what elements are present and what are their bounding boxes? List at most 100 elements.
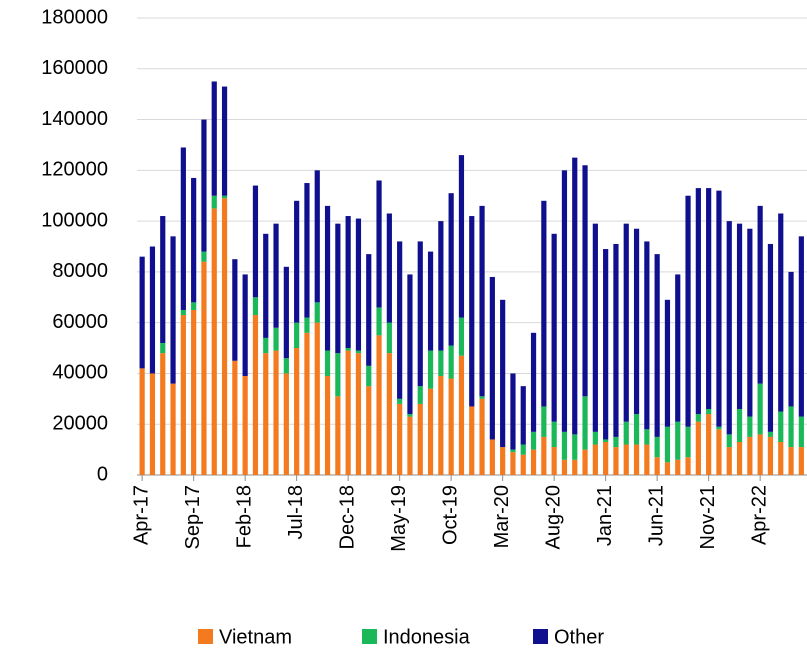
bar-segment: [355, 350, 362, 354]
bar-segment: [561, 170, 568, 432]
bar-segment: [314, 170, 320, 303]
bar-segment: [623, 421, 629, 445]
bar-segment: [603, 249, 609, 440]
bar-segment: [273, 223, 279, 328]
bar-segment: [592, 223, 598, 432]
x-tick-label: Oct-19: [439, 485, 461, 545]
bar-segment: [191, 177, 197, 303]
bar-segment: [283, 358, 289, 374]
bar-segment: [747, 436, 753, 475]
bar-segment: [283, 373, 289, 475]
bar-segment: [160, 353, 166, 475]
bar-segment: [654, 254, 660, 437]
bar-segment: [427, 251, 434, 351]
bar-segment: [366, 365, 372, 387]
bar-segment: [520, 454, 526, 475]
bar-segment: [345, 350, 351, 475]
bar-segment: [324, 205, 331, 351]
bar-segment: [221, 86, 228, 196]
bar-segment: [654, 436, 660, 458]
bar-segment: [747, 228, 753, 417]
bar-segment: [211, 208, 217, 475]
bar-segment: [170, 236, 176, 384]
bar-segment: [644, 429, 650, 445]
bar-segment: [407, 416, 413, 475]
bar-segment: [716, 426, 722, 430]
bar-segment: [160, 342, 166, 354]
bar-segment: [252, 315, 259, 475]
bar-segment: [592, 431, 598, 445]
bar-segment: [664, 299, 671, 427]
bar-segment: [778, 411, 784, 442]
bar-segment: [788, 406, 794, 448]
bar-segment: [510, 452, 516, 475]
bar-segment: [675, 459, 681, 475]
bar-segment: [448, 345, 454, 379]
bar-segment: [500, 299, 506, 448]
bar-segment: [757, 383, 763, 435]
bar-segment: [314, 322, 320, 475]
legend-swatch: [362, 629, 377, 644]
bar-segment: [438, 375, 444, 475]
bar-segment: [201, 251, 207, 262]
bar-segment: [180, 315, 186, 475]
bar-segment: [458, 317, 465, 356]
x-tick-label: Feb-18: [233, 485, 255, 548]
bar-segment: [664, 462, 671, 475]
legend-swatch: [533, 629, 548, 644]
bar-segment: [263, 353, 269, 475]
bar-segment: [263, 337, 269, 354]
bar-segment: [191, 309, 197, 475]
x-tick-label: Aug-20: [542, 485, 564, 550]
bar-segment: [294, 322, 300, 349]
legend-label: Vietnam: [219, 626, 292, 648]
bar-segment: [191, 302, 197, 310]
y-tick-label: 40000: [52, 362, 108, 384]
bar-segment: [232, 360, 238, 475]
x-tick-label: Nov-21: [697, 485, 719, 549]
bar-segment: [644, 444, 650, 475]
bar-segment: [376, 307, 382, 336]
bar-segment: [561, 459, 568, 475]
bar-segment: [366, 386, 372, 475]
bar-segment: [747, 416, 753, 437]
bar-segment: [263, 233, 269, 338]
bar-segment: [675, 274, 681, 422]
bar-segment: [633, 444, 640, 475]
bar-segment: [530, 332, 537, 432]
bar-segment: [149, 246, 156, 374]
bar-segment: [386, 353, 392, 475]
bar-segment: [664, 426, 671, 463]
y-tick-label: 0: [97, 463, 108, 485]
bar-segment: [788, 271, 794, 407]
bar-segment: [242, 375, 248, 475]
bar-segment: [376, 180, 382, 308]
bar-segment: [180, 309, 186, 316]
bar-segment: [201, 119, 207, 252]
bar-segment: [232, 259, 238, 361]
bar-segment: [345, 216, 351, 349]
bar-segment: [252, 297, 259, 316]
legend-label: Indonesia: [383, 626, 471, 648]
bar-segment: [397, 403, 403, 475]
x-tick-label: Jan-21: [594, 485, 616, 546]
bar-segment: [757, 434, 763, 475]
bar-segment: [541, 436, 547, 475]
y-tick-label: 80000: [52, 260, 108, 282]
bar-segment: [520, 444, 526, 455]
bar-segment: [304, 317, 310, 333]
y-tick-label: 120000: [41, 159, 108, 181]
y-tick-label: 140000: [41, 108, 108, 130]
bar-segment: [149, 373, 156, 475]
bar-segment: [489, 276, 495, 440]
bar-segment: [469, 406, 475, 475]
bar-segment: [633, 228, 640, 415]
bar-segment: [376, 335, 382, 475]
bar-segment: [736, 223, 743, 409]
bar-segment: [623, 223, 629, 422]
bar-segment: [397, 398, 403, 404]
bar-segment: [767, 436, 774, 475]
bar-segment: [582, 165, 588, 397]
x-tick-label: Dec-18: [336, 485, 358, 549]
